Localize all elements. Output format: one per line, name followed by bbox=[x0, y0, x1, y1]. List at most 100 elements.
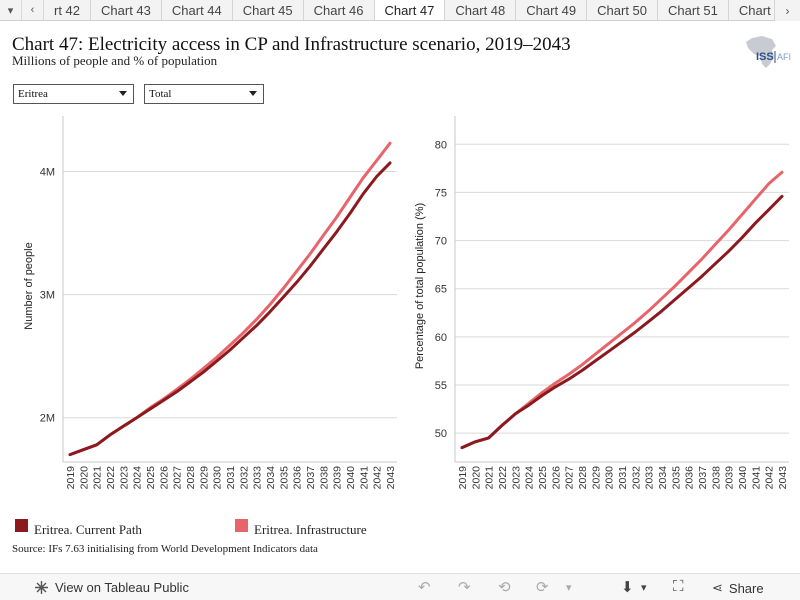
chevron-right-icon[interactable]: › bbox=[774, 0, 800, 21]
tab-list: rt 42 Chart 43 Chart 44 Chart 45 Chart 46 Cha… bbox=[44, 0, 782, 20]
x-tick-label: 2034 bbox=[657, 466, 669, 490]
x-tick-label: 2041 bbox=[750, 466, 762, 490]
x-tick-label: 2043 bbox=[385, 466, 397, 490]
series-line-current-path bbox=[68, 161, 392, 457]
download-icon[interactable]: ⬇ bbox=[621, 579, 634, 596]
x-tick-label: 2038 bbox=[710, 466, 722, 490]
share-icon: ⋖ bbox=[712, 580, 723, 595]
source-note: Source: IFs 7.63 initialising from World… bbox=[12, 543, 318, 555]
x-tick-label: 2040 bbox=[345, 466, 357, 490]
y-tick-label: 3M bbox=[40, 290, 55, 302]
x-tick-label: 2028 bbox=[185, 466, 197, 490]
x-tick-label: 2033 bbox=[644, 466, 656, 490]
y-tick-label: 50 bbox=[435, 428, 447, 440]
x-tick-label: 2023 bbox=[510, 466, 522, 490]
tab-chart[interactable]: Chart 49 bbox=[516, 0, 588, 20]
group-select-value: Total bbox=[149, 88, 172, 100]
x-tick-label: 2032 bbox=[630, 466, 642, 490]
x-tick-label: 2042 bbox=[764, 466, 776, 490]
legend-swatch bbox=[15, 518, 28, 532]
download-menu-chevron-icon[interactable]: ▾ bbox=[641, 582, 647, 594]
x-tick-label: 2019 bbox=[65, 466, 77, 490]
y-tick-label: 70 bbox=[435, 236, 447, 248]
y-tick-label: 55 bbox=[435, 380, 447, 392]
legend-swatch bbox=[235, 518, 248, 532]
share-button[interactable]: ⋖ Share bbox=[712, 580, 764, 596]
x-tick-label: 2025 bbox=[145, 466, 157, 490]
legend-item-infrastructure[interactable]: Eritrea. Infrastructure bbox=[235, 512, 367, 538]
group-select[interactable]: Total bbox=[144, 84, 264, 104]
x-tick-label: 2035 bbox=[278, 466, 290, 490]
tableau-logo-icon bbox=[35, 581, 48, 594]
x-tick-label: 2019 bbox=[457, 466, 469, 490]
x-tick-label: 2037 bbox=[697, 466, 709, 490]
y-tick-label: 60 bbox=[435, 332, 447, 344]
x-tick-label: 2029 bbox=[590, 466, 602, 490]
dropdown-arrow-icon bbox=[119, 91, 127, 96]
x-tick-label: 2031 bbox=[617, 466, 629, 490]
x-tick-label: 2026 bbox=[158, 466, 170, 490]
x-tick-label: 2024 bbox=[132, 466, 144, 490]
country-select-value: Eritrea bbox=[18, 88, 48, 100]
tab-chart[interactable]: Chart 44 bbox=[162, 0, 233, 20]
refresh-menu-chevron-icon[interactable]: ▾ bbox=[566, 582, 572, 594]
page-subtitle: Millions of people and % of population bbox=[12, 53, 218, 68]
y-tick-label: 2M bbox=[40, 413, 55, 425]
revert-icon[interactable]: ⟲ bbox=[498, 579, 511, 596]
x-tick-label: 2040 bbox=[737, 466, 749, 490]
x-tick-label: 2032 bbox=[238, 466, 250, 490]
fullscreen-icon[interactable]: ⛶ bbox=[673, 578, 684, 595]
tab-chart[interactable]: rt 42 bbox=[44, 0, 92, 20]
x-tick-label: 2030 bbox=[604, 466, 616, 490]
tab-chart[interactable]: Chart 46 bbox=[304, 0, 375, 20]
x-tick-label: 2043 bbox=[777, 466, 789, 490]
x-tick-label: 2021 bbox=[484, 466, 496, 490]
country-select[interactable]: Eritrea bbox=[13, 84, 134, 104]
x-tick-label: 2036 bbox=[684, 466, 696, 490]
x-tick-label: 2028 bbox=[577, 466, 589, 490]
x-tick-label: 2039 bbox=[724, 466, 736, 490]
x-tick-label: 2023 bbox=[118, 466, 130, 490]
x-tick-label: 2030 bbox=[212, 466, 224, 490]
series-line-infrastructure bbox=[460, 170, 784, 450]
tab-chart[interactable]: Chart 43 bbox=[91, 0, 162, 20]
tab-chart[interactable]: Chart 51 bbox=[658, 0, 729, 20]
x-tick-label: 2038 bbox=[318, 466, 330, 490]
view-on-tableau-label: View on Tableau Public bbox=[55, 580, 189, 595]
x-tick-label: 2034 bbox=[265, 466, 277, 490]
x-tick-label: 2022 bbox=[105, 466, 117, 490]
logo-suffix: AFI bbox=[777, 52, 791, 62]
y-axis-title: Number of people bbox=[23, 242, 35, 329]
x-tick-label: 2031 bbox=[225, 466, 237, 490]
x-tick-label: 2033 bbox=[252, 466, 264, 490]
legend-label: Eritrea. Current Path bbox=[34, 522, 142, 537]
view-on-tableau-link[interactable]: View on Tableau Public bbox=[34, 580, 189, 595]
tab-chart[interactable]: Chart 48 bbox=[445, 0, 517, 20]
tab-chart[interactable]: Chart 45 bbox=[233, 0, 304, 20]
legend-label: Eritrea. Infrastructure bbox=[254, 522, 367, 537]
x-tick-label: 2029 bbox=[198, 466, 210, 490]
y-tick-label: 80 bbox=[435, 139, 447, 151]
x-tick-label: 2037 bbox=[305, 466, 317, 490]
logo-text: ISS bbox=[756, 51, 774, 63]
chevron-left-icon[interactable]: ‹ bbox=[22, 0, 44, 20]
x-tick-label: 2042 bbox=[372, 466, 384, 490]
y-tick-label: 65 bbox=[435, 284, 447, 296]
x-tick-label: 2024 bbox=[524, 466, 536, 490]
x-tick-label: 2022 bbox=[497, 466, 509, 490]
x-tick-label: 2035 bbox=[670, 466, 682, 490]
tab-menu-icon[interactable]: ▾ bbox=[0, 0, 22, 20]
tab-chart[interactable]: Chart 50 bbox=[587, 0, 659, 20]
series-line-infrastructure bbox=[68, 141, 392, 457]
undo-icon[interactable]: ↶ bbox=[418, 579, 431, 596]
dropdown-arrow-icon bbox=[249, 91, 257, 96]
tab-chart[interactable]: Chart 47 bbox=[374, 0, 446, 20]
legend-item-current-path[interactable]: Eritrea. Current Path bbox=[15, 512, 142, 538]
redo-icon[interactable]: ↷ bbox=[458, 579, 471, 596]
series-line-current-path bbox=[460, 194, 784, 450]
tab-strip: ▾ ‹ rt 42 Chart 43 Chart 44 Chart 45 Chart 4… bbox=[0, 0, 800, 21]
x-tick-label: 2020 bbox=[470, 466, 482, 490]
refresh-icon[interactable]: ⟳ bbox=[536, 579, 549, 596]
page-title: Chart 47: Electricity access in CP and I… bbox=[12, 34, 571, 55]
